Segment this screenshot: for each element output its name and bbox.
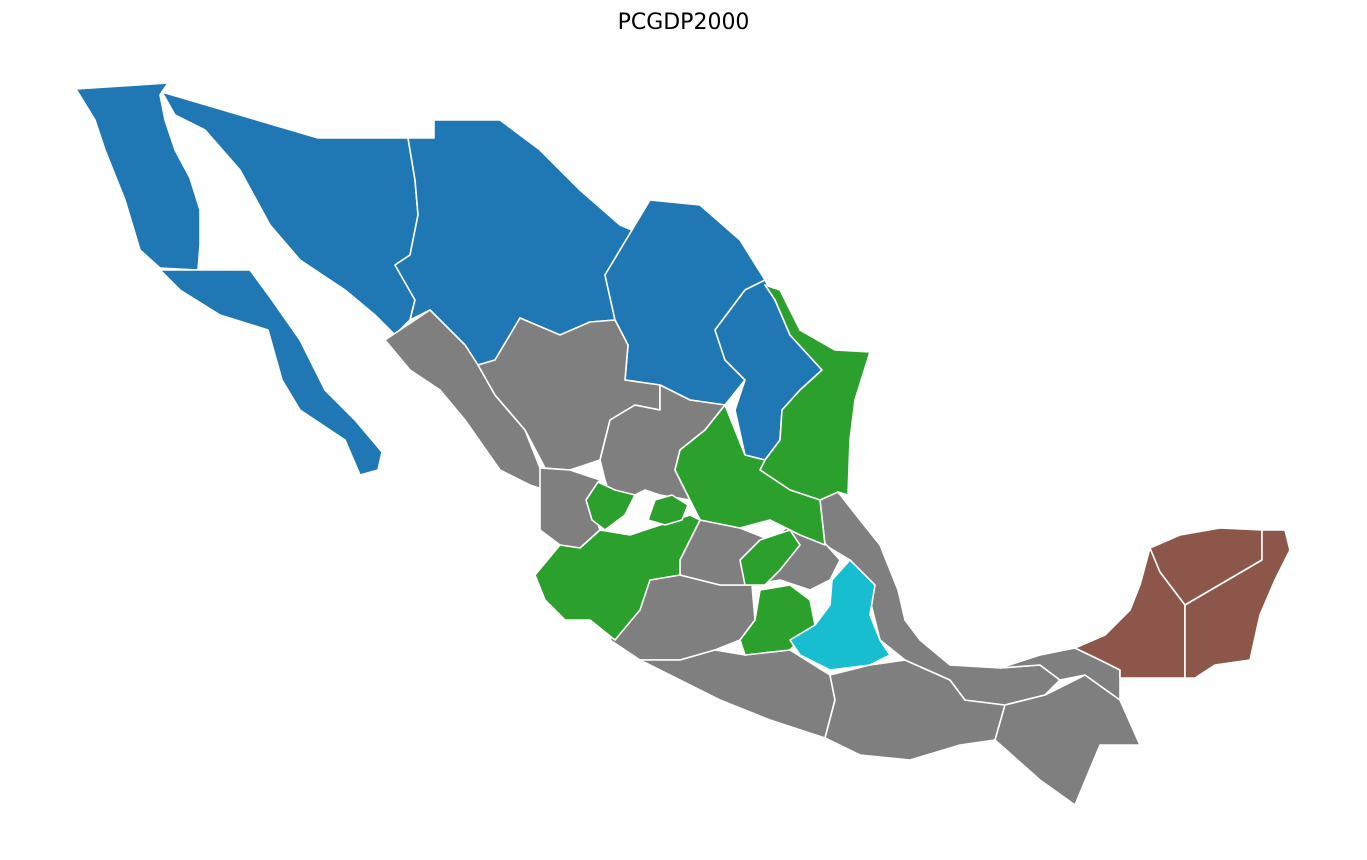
region-aguascalientes bbox=[647, 494, 689, 526]
region-chiapas bbox=[994, 674, 1141, 806]
region-baja-california bbox=[75, 82, 201, 271]
region-colima-area bbox=[585, 481, 636, 531]
region-san-luis-potosi bbox=[674, 404, 826, 546]
region-guerrero bbox=[639, 649, 836, 739]
region-tabasco bbox=[999, 647, 1121, 701]
region-jalisco bbox=[534, 514, 701, 641]
map-title: PCGDP2000 bbox=[617, 10, 750, 35]
region-baja-california-sur bbox=[159, 269, 383, 476]
region-quintana-roo bbox=[1184, 529, 1291, 679]
region-guanajuato-qro bbox=[739, 529, 801, 586]
region-puebla-tlaxcala bbox=[789, 559, 891, 671]
